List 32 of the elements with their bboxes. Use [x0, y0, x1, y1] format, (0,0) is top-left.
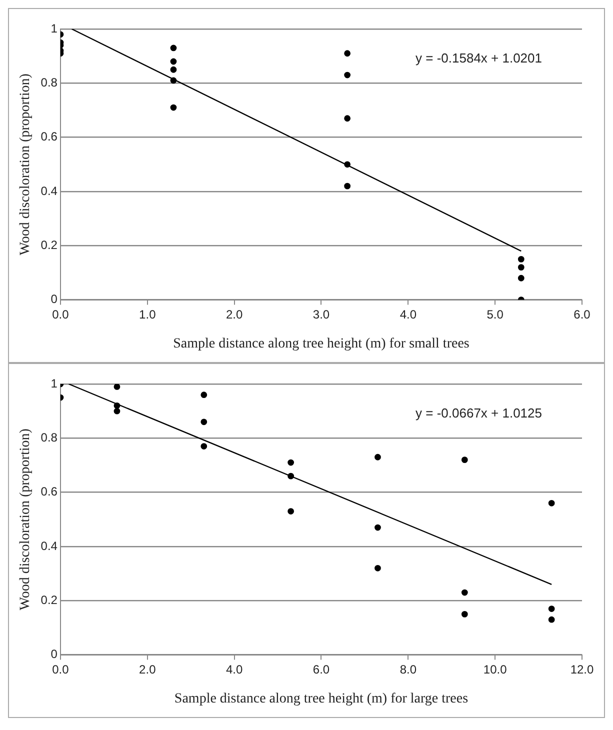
x-tick-label: 5.0 — [486, 307, 504, 322]
x-tick-label: 2.0 — [226, 307, 243, 322]
x-tick-label: 4.0 — [400, 307, 417, 322]
x-tick-label: 6.0 — [312, 662, 330, 676]
x-tick-label: 0.0 — [52, 307, 70, 322]
y-tick-label: 1 — [50, 376, 58, 390]
y-tick-label: 0.2 — [40, 238, 58, 252]
y-tick-label: 0.4 — [40, 538, 58, 553]
y-tick-label: 0.2 — [40, 592, 58, 607]
x-tick-label: 6.0 — [574, 307, 591, 322]
y-tick-label: 0 — [50, 292, 58, 306]
x-tick-label: 1.0 — [139, 307, 156, 322]
x-tick-label: 4.0 — [226, 662, 243, 676]
x-tick-label: 0.0 — [52, 662, 70, 676]
x-tick-label: 2.0 — [139, 662, 156, 676]
y-tick-label: 0.8 — [40, 75, 58, 90]
y-tick-label: 0.6 — [40, 130, 58, 144]
x-tick-label: 8.0 — [400, 662, 417, 676]
annotation: y = -0.1584x + 1.0201 — [416, 50, 542, 66]
y-axis-title: Wood discoloration (proportion) — [18, 73, 34, 256]
x-tick-label: 10.0 — [483, 662, 508, 676]
x-tick-label: 12.0 — [570, 662, 594, 676]
x-axis-title: Sample distance along tree height (m) for large trees — [174, 691, 468, 706]
annotation: y = -0.0667x + 1.0125 — [416, 405, 542, 420]
y-tick-label: 0 — [50, 647, 58, 662]
x-tick-label: 3.0 — [312, 307, 330, 322]
y-axis-title: Wood discoloration (proportion) — [18, 428, 34, 610]
y-tick-label: 1 — [50, 21, 58, 36]
y-tick-label: 0.4 — [40, 184, 58, 198]
y-tick-label: 0.6 — [40, 484, 58, 499]
x-axis-title: Sample distance along tree height (m) for small trees — [173, 336, 470, 352]
y-tick-label: 0.8 — [40, 430, 58, 444]
